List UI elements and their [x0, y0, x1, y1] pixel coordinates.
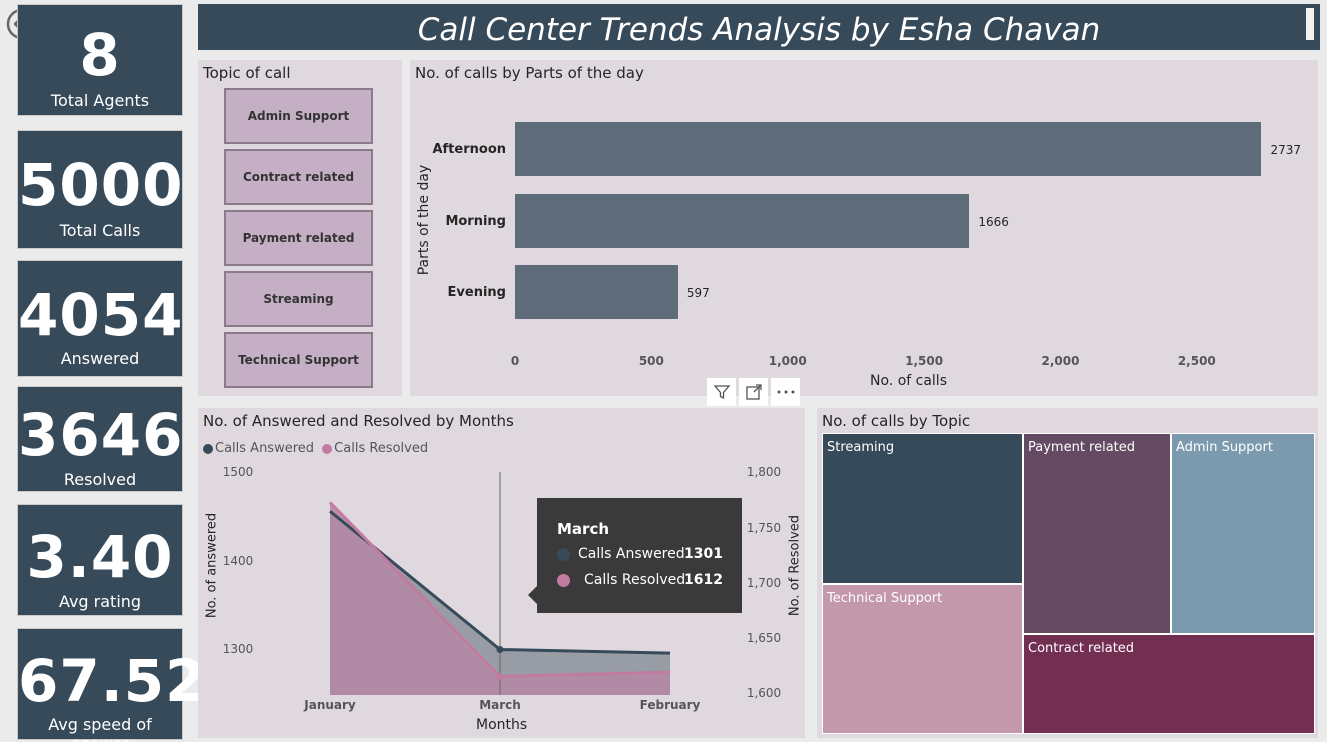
x-tick-label: 2,500: [1177, 354, 1216, 368]
kpi-label: Resolved: [63, 470, 137, 489]
tooltip-label: Calls Answered: [578, 546, 685, 562]
filter-button[interactable]: [707, 378, 736, 406]
treemap-cell-admin-support[interactable]: Admin Support: [1171, 433, 1315, 634]
line-chart-panel: No. of Answered and Resolved by Months C…: [198, 408, 805, 738]
kpi-value: 8: [79, 21, 121, 89]
chart-title: No. of Answered and Resolved by Months: [203, 412, 514, 430]
category-label: Afternoon: [432, 142, 506, 157]
tooltip-value: 1612: [684, 572, 723, 588]
kpi-total-calls: 5000 Total Calls: [17, 130, 183, 249]
topic-slicer: Topic of call Admin Support Contract rel…: [198, 60, 402, 396]
y2-tick-label: 1,600: [746, 686, 782, 700]
y-axis-title: No. of answered: [204, 512, 220, 619]
focus-mode-button[interactable]: [739, 378, 768, 406]
more-options-button[interactable]: [771, 378, 800, 406]
visual-toolbar: [707, 378, 800, 406]
tooltip-title: March: [557, 520, 610, 538]
kpi-label: Total Agents: [50, 91, 150, 110]
x-tick-label: February: [639, 698, 701, 712]
y2-tick-label: 1,750: [746, 521, 782, 535]
kpi-label: Avg speed of answer: [48, 715, 152, 742]
page-title: Call Center Trends Analysis by Esha Chav…: [417, 12, 1101, 48]
legend-label: Calls Answered: [215, 441, 315, 456]
data-label: 597: [686, 286, 710, 300]
slicer-item-streaming[interactable]: Streaming: [224, 271, 373, 327]
chart-title: No. of calls by Topic: [822, 412, 971, 430]
legend-item-answered[interactable]: Calls Answered: [203, 441, 314, 456]
treemap-cell-contract-related[interactable]: Contract related: [1023, 634, 1315, 734]
data-label: 2737: [1270, 143, 1301, 157]
kpi-value: 67.52: [18, 647, 207, 715]
bar-evening[interactable]: [515, 265, 678, 319]
slicer-item-contract-related[interactable]: Contract related: [224, 149, 373, 205]
data-label: 1666: [978, 215, 1009, 229]
legend-item-resolved[interactable]: Calls Resolved: [322, 441, 428, 456]
kpi-answered: 4054 Answered: [17, 260, 183, 377]
treemap-panel: No. of calls by Topic Streaming Technica…: [817, 408, 1318, 738]
bar-morning[interactable]: [515, 194, 970, 248]
filter-icon: [713, 385, 730, 400]
x-tick-label: 0: [510, 354, 520, 368]
x-tick-label: 2,000: [1041, 354, 1080, 368]
x-axis-title: No. of calls: [870, 373, 947, 389]
kpi-resolved: 3646 Resolved: [17, 386, 183, 492]
kpi-label: Answered: [60, 349, 140, 368]
kpi-label: Total Calls: [59, 221, 141, 240]
kpi-value: 5000: [18, 151, 184, 219]
slicer-item-payment-related[interactable]: Payment related: [224, 210, 373, 266]
kpi-avg-speed: 67.52 Avg speed of answer: [17, 628, 207, 742]
bar-afternoon[interactable]: [515, 122, 1262, 176]
tooltip-value: 1301: [684, 546, 723, 562]
legend-label: Calls Resolved: [334, 441, 429, 456]
category-label: Evening: [447, 285, 506, 300]
line-chart-svg[interactable]: [198, 408, 805, 738]
kpi-value: 3646: [18, 401, 184, 469]
chart-title: No. of calls by Parts of the day: [415, 64, 644, 82]
legend: Calls Answered Calls Resolved: [203, 441, 428, 456]
y-tick-label: 1300: [222, 642, 254, 656]
slicer-title: Topic of call: [203, 64, 291, 82]
tooltip: March Calls Answered 1301 Calls Resolved…: [528, 498, 742, 613]
x-tick-label: March: [479, 698, 521, 712]
marker-answered: [496, 646, 504, 654]
x-tick-label: 500: [638, 354, 664, 368]
more-icon: [777, 390, 794, 394]
area-resolved: [330, 502, 670, 695]
report-header: Call Center Trends Analysis by Esha Chav…: [198, 4, 1320, 50]
y2-tick-label: 1,700: [746, 576, 782, 590]
kpi-label: Avg rating: [58, 592, 142, 611]
treemap-cell-streaming[interactable]: Streaming: [822, 433, 1023, 584]
kpi-value: 3.40: [26, 523, 174, 591]
x-axis-title: Months: [476, 717, 528, 733]
y-tick-label: 1400: [222, 554, 254, 568]
y2-tick-label: 1,800: [746, 465, 782, 479]
kpi-total-agents: 8 Total Agents: [17, 4, 183, 116]
x-tick-label: 1,500: [905, 354, 944, 368]
category-label: Morning: [445, 214, 506, 229]
scrollbar[interactable]: [1306, 8, 1314, 40]
slicer-item-technical-support[interactable]: Technical Support: [224, 332, 373, 388]
treemap-cell-technical-support[interactable]: Technical Support: [822, 584, 1023, 734]
treemap-cell-payment-related[interactable]: Payment related: [1023, 433, 1171, 634]
marker-resolved: [496, 673, 504, 681]
kpi-avg-rating: 3.40 Avg rating: [17, 504, 183, 616]
slicer-item-admin-support[interactable]: Admin Support: [224, 88, 373, 144]
expand-icon: [745, 384, 762, 400]
kpi-value: 4054: [18, 281, 184, 349]
x-tick-label: 1,000: [768, 354, 807, 368]
y-tick-label: 1500: [222, 465, 254, 479]
y2-tick-label: 1,650: [746, 631, 782, 645]
tooltip-label: Calls Resolved: [584, 572, 686, 588]
y2-axis-title: No. of Resolved: [787, 514, 803, 617]
x-tick-label: January: [304, 698, 356, 712]
bar-chart-panel: No. of calls by Parts of the day Parts o…: [410, 60, 1318, 396]
